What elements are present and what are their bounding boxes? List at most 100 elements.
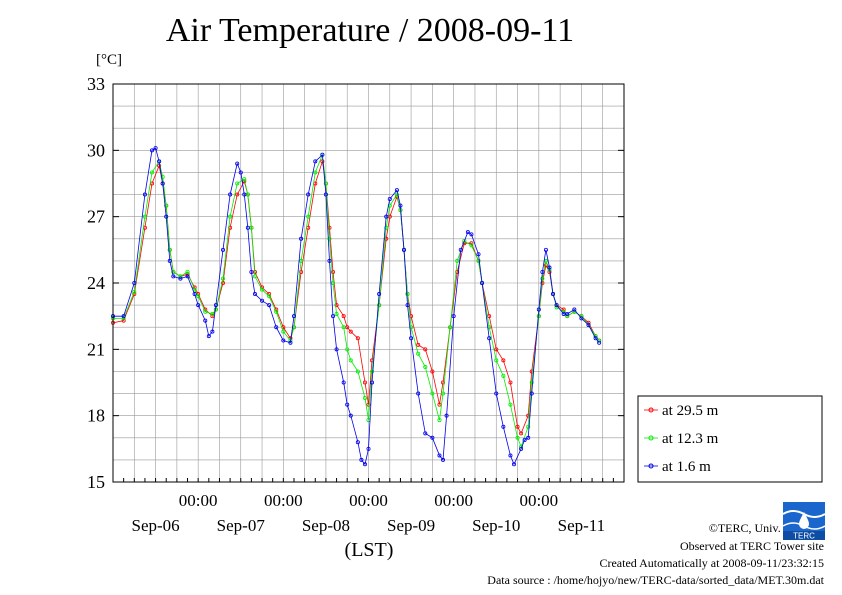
data-point	[157, 163, 162, 168]
x-tick-label: 00:00	[519, 491, 558, 510]
y-tick-label: 30	[87, 140, 105, 160]
data-point	[355, 440, 360, 445]
y-tick-label: 24	[87, 273, 105, 293]
data-point	[515, 435, 520, 440]
data-point	[387, 196, 392, 201]
data-point	[355, 336, 360, 341]
data-point	[469, 232, 474, 237]
x-axis-label: (LST)	[345, 539, 394, 561]
data-point	[366, 402, 371, 407]
y-tick-label: 18	[87, 406, 105, 426]
data-point	[423, 365, 428, 370]
data-point	[348, 329, 353, 334]
data-point	[416, 342, 421, 347]
data-point	[540, 269, 545, 274]
data-point	[409, 325, 414, 330]
x-tick-label: 00:00	[349, 491, 388, 510]
data-point	[451, 314, 456, 319]
data-point	[437, 418, 442, 423]
data-point	[121, 316, 126, 321]
y-tick-label: 27	[87, 207, 105, 227]
data-point	[299, 269, 304, 274]
data-point	[455, 258, 460, 263]
data-point	[515, 424, 520, 429]
data-point	[203, 318, 208, 323]
data-point	[171, 274, 176, 279]
data-point	[441, 380, 446, 385]
data-point	[494, 358, 499, 363]
data-point	[313, 170, 318, 175]
data-point	[366, 446, 371, 451]
data-point	[430, 369, 435, 374]
data-point	[469, 243, 474, 248]
legend-label: at 29.5 m	[662, 403, 719, 419]
x-tick-label: 00:00	[434, 491, 473, 510]
y-tick-label: 33	[87, 74, 105, 94]
data-point	[260, 298, 265, 303]
data-point	[437, 402, 442, 407]
data-point	[394, 192, 399, 197]
data-point	[306, 214, 311, 219]
data-point	[597, 340, 602, 345]
data-point	[178, 276, 183, 281]
data-point	[299, 258, 304, 263]
data-point	[210, 311, 215, 316]
data-point	[441, 391, 446, 396]
data-point	[423, 347, 428, 352]
data-point	[543, 247, 548, 252]
data-point	[529, 391, 534, 396]
data-point	[401, 247, 406, 252]
observation-site-note: Observed at TERC Tower site	[679, 539, 824, 553]
data-point	[150, 170, 155, 175]
data-point	[331, 280, 336, 285]
x-date-label: Sep-07	[217, 516, 266, 535]
data-point	[213, 303, 218, 308]
data-point	[196, 303, 201, 308]
data-point	[323, 181, 328, 186]
data-point	[164, 214, 169, 219]
legend-label: at 1.6 m	[662, 459, 711, 475]
data-point	[377, 303, 382, 308]
series-layer	[111, 146, 602, 467]
data-point	[409, 336, 414, 341]
data-source-note: Data source : /home/hojyo/new/TERC-data/…	[487, 573, 824, 587]
data-point	[221, 247, 226, 252]
data-point	[185, 269, 190, 274]
data-point	[508, 380, 513, 385]
data-point	[341, 325, 346, 330]
data-point	[192, 292, 197, 297]
data-point	[274, 309, 279, 314]
data-point	[529, 380, 534, 385]
data-point	[522, 437, 527, 442]
data-point	[526, 435, 531, 440]
data-point	[267, 292, 272, 297]
data-point	[348, 413, 353, 418]
data-point	[178, 274, 183, 279]
data-point	[341, 380, 346, 385]
data-point	[409, 314, 414, 319]
data-point	[405, 292, 410, 297]
data-point	[448, 325, 453, 330]
data-point	[465, 230, 470, 235]
data-point	[331, 314, 336, 319]
data-point	[384, 225, 389, 230]
data-point	[398, 203, 403, 208]
legend-label: at 12.3 m	[662, 431, 719, 447]
data-point	[274, 325, 279, 330]
data-point	[267, 294, 272, 299]
data-point	[565, 311, 570, 316]
data-point	[245, 225, 250, 230]
data-point	[281, 329, 286, 334]
data-point	[291, 314, 296, 319]
data-point	[235, 192, 240, 197]
data-point	[384, 214, 389, 219]
data-point	[157, 159, 162, 164]
data-point	[494, 347, 499, 352]
data-point	[384, 236, 389, 241]
data-point	[348, 358, 353, 363]
data-point	[150, 148, 155, 153]
data-point	[519, 431, 524, 436]
data-point	[377, 292, 382, 297]
data-point	[394, 188, 399, 193]
data-point	[160, 174, 165, 179]
